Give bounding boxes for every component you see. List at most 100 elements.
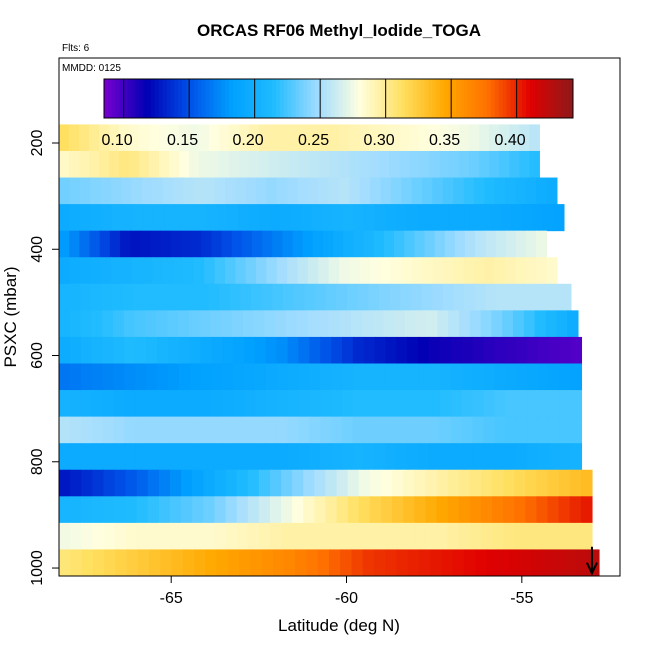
heatmap-cell (479, 150, 490, 179)
colorbar-segment (408, 79, 414, 118)
heatmap-cell (407, 363, 419, 391)
heatmap-cell (321, 204, 334, 232)
heatmap-cell (100, 177, 112, 205)
heatmap-cell (249, 124, 260, 152)
colorbar-segment (444, 79, 449, 118)
heatmap-cell (429, 443, 441, 471)
heatmap-cell (480, 469, 493, 497)
heatmap-cell (346, 283, 359, 311)
heatmap-cell (542, 204, 554, 232)
y-tick-label: 800 (29, 448, 46, 475)
heatmap-cell (505, 443, 517, 471)
heatmap-cell (369, 150, 380, 179)
heatmap-cell (479, 124, 490, 152)
heatmap-cell (146, 336, 158, 364)
y-tick-label: 200 (29, 130, 46, 157)
heatmap-cell (307, 257, 319, 285)
heatmap-cell (450, 416, 463, 444)
heatmap-cell (587, 549, 600, 577)
heatmap-cell (102, 310, 114, 338)
heatmap-cell (259, 150, 270, 179)
heatmap-cell (69, 443, 82, 471)
heatmap-cell (309, 124, 320, 152)
heatmap-cell (439, 390, 452, 418)
heatmap-cell (293, 283, 305, 311)
heatmap-cell (439, 443, 452, 471)
heatmap-cell (153, 204, 165, 232)
heatmap-cell (102, 336, 115, 364)
heatmap-cell (370, 257, 382, 285)
heatmap-cell (59, 177, 70, 205)
heatmap-cell (332, 204, 344, 232)
heatmap-cell (266, 257, 278, 285)
heatmap-cell (380, 522, 393, 550)
heatmap-cell (135, 416, 147, 444)
heatmap-cell (505, 177, 516, 205)
y-tick-label: 1000 (29, 550, 46, 586)
colorbar-segment (397, 79, 402, 118)
heatmap-cell (69, 283, 81, 311)
heatmap-cell (396, 443, 408, 471)
plot-frame (58, 57, 621, 577)
heatmap-cell (339, 177, 351, 205)
heatmap-cell (80, 443, 93, 471)
heatmap-cell (385, 549, 398, 577)
colorbar-tick-label: 0.20 (233, 132, 264, 149)
heatmap-cell (256, 257, 268, 285)
heatmap-cell (287, 336, 300, 364)
heatmap-cell (580, 522, 593, 550)
heatmap-cell (389, 124, 400, 152)
heatmap-cell (59, 390, 71, 418)
heatmap-cell (439, 363, 452, 391)
heatmap-cell (380, 496, 393, 524)
heatmap-cell (411, 177, 423, 205)
heatmap-cell (414, 496, 426, 524)
heatmap-cell (156, 416, 169, 444)
heatmap-cell (201, 230, 212, 258)
heatmap-cell (171, 549, 184, 577)
heatmap-cell (486, 549, 499, 577)
heatmap-cell (312, 230, 324, 258)
heatmap-cell (341, 336, 354, 364)
heatmap-cell (320, 390, 332, 418)
colorbar-segment (119, 79, 125, 118)
heatmap-cell (135, 390, 147, 418)
heatmap-cell (531, 549, 544, 577)
heatmap-cell (325, 496, 338, 524)
heatmap-cell (494, 390, 506, 418)
colorbar-segment (506, 79, 511, 118)
colorbar-segment (416, 79, 422, 118)
heatmap-cell (113, 336, 125, 364)
heatmap-cell (353, 230, 365, 258)
heatmap-cell (103, 522, 116, 550)
heatmap-cell (147, 469, 160, 497)
heatmap-cell (80, 336, 93, 364)
heatmap-cell (140, 230, 151, 258)
heatmap-cell (464, 283, 476, 311)
heatmap-cell (146, 390, 158, 418)
heatmap-cell (383, 310, 395, 338)
heatmap-cell (439, 336, 452, 364)
heatmap-cell (546, 257, 558, 285)
heatmap-cell (158, 522, 171, 550)
heatmap-cell (320, 416, 332, 444)
heatmap-cell (363, 336, 376, 364)
heatmap-cell (442, 257, 454, 285)
colorbar-segment (283, 79, 289, 118)
heatmap-cell (80, 416, 93, 444)
heatmap-cell (424, 230, 436, 258)
heatmap-cell (339, 150, 350, 179)
heatmap-cell (494, 416, 506, 444)
heatmap-cell (380, 177, 392, 205)
heatmap-cell (113, 390, 125, 418)
heatmap-cell (135, 363, 147, 391)
heatmap-cell (229, 124, 240, 152)
heatmap-cell (505, 230, 517, 258)
heatmap-cell (235, 257, 247, 285)
heatmap-cell (472, 336, 485, 364)
heatmap-cell (59, 496, 71, 524)
heatmap-cell (527, 416, 539, 444)
heatmap-cell (89, 150, 100, 179)
colorbar-segment (471, 79, 476, 118)
colorbar-segment (104, 79, 109, 118)
